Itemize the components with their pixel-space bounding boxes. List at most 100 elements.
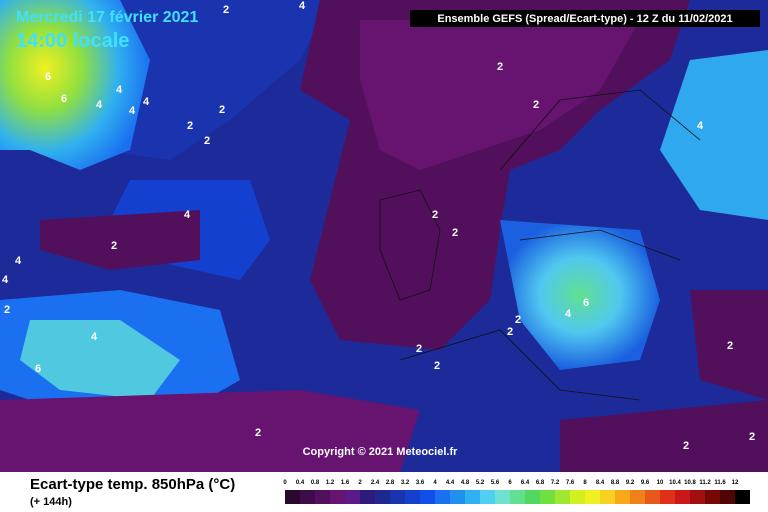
scale-swatch	[330, 490, 345, 504]
scale-swatch	[450, 490, 465, 504]
scale-swatch	[645, 490, 660, 504]
contour-label: 2	[727, 340, 733, 352]
contour-label: 2	[432, 209, 438, 221]
contour-label: 2	[219, 104, 225, 116]
footer-lead: (+ 144h)	[30, 496, 72, 508]
scale-label: 0.8	[311, 480, 320, 486]
contour-label: 6	[35, 363, 41, 375]
scale-label: 12	[732, 480, 739, 486]
scale-swatch	[720, 490, 735, 504]
scale-swatch	[525, 490, 540, 504]
contour-label: 2	[255, 427, 261, 439]
contour-label: 2	[4, 304, 10, 316]
scale-label: 0	[283, 480, 287, 486]
scale-swatch	[705, 490, 720, 504]
scale-swatch	[375, 490, 390, 504]
scale-swatch	[405, 490, 420, 504]
model: Ensemble GEFS (Spread/Ecart-type) - 12 Z…	[437, 13, 732, 25]
contour-label: 2	[507, 326, 513, 338]
contour-label: 4	[2, 274, 9, 286]
scale-label: 1.6	[341, 480, 350, 486]
scale-label: 3.2	[401, 480, 410, 486]
scale-swatch	[660, 490, 675, 504]
contour-label: 2	[497, 61, 503, 73]
date: Mercredi 17 février 2021	[16, 9, 198, 26]
map-field	[0, 0, 768, 472]
contour-label: 4	[15, 255, 22, 267]
scale-swatch	[690, 490, 705, 504]
scale-swatch	[480, 490, 495, 504]
scale-label: 8.8	[611, 480, 620, 486]
contour-label: 2	[533, 99, 539, 111]
contour-label: 4	[96, 99, 103, 111]
scale-swatch	[615, 490, 630, 504]
contour-label: 2	[515, 314, 521, 326]
scale-label: 2	[358, 480, 362, 486]
contour-label: 4	[565, 308, 572, 320]
scale-swatch	[585, 490, 600, 504]
contour-label: 4	[129, 105, 136, 117]
time: 14:00 locale	[16, 30, 129, 52]
contour-label: 4	[91, 331, 98, 343]
scale-swatch	[420, 490, 435, 504]
scale-swatch	[495, 490, 510, 504]
scale-swatch	[435, 490, 450, 504]
scale-swatch	[345, 490, 360, 504]
contour-label: 4	[184, 209, 191, 221]
contour-label: 6	[45, 71, 51, 83]
scale-swatch	[285, 490, 300, 504]
scale-label: 11.6	[714, 480, 726, 486]
scale-swatch	[630, 490, 645, 504]
scale-label: 4	[433, 480, 437, 486]
contour-label: 2	[187, 120, 193, 132]
contour-label: 2	[111, 240, 117, 252]
contour-label: 4	[116, 84, 123, 96]
scale-label: 10.4	[669, 480, 681, 486]
scale-label: 9.2	[626, 480, 635, 486]
scale-swatch	[600, 490, 615, 504]
contour-label: 2	[683, 440, 689, 452]
scale-swatch	[300, 490, 315, 504]
scale-label: 11.2	[699, 480, 711, 486]
contour-label: 6	[583, 297, 589, 309]
scale-label: 3.6	[416, 480, 425, 486]
contour-label: 2	[452, 227, 458, 239]
scale-swatch	[570, 490, 585, 504]
contour-label: 2	[416, 343, 422, 355]
contour-label: 2	[223, 4, 229, 16]
scale-swatch	[735, 490, 750, 504]
scale-label: 2.8	[386, 480, 395, 486]
copyright: Copyright © 2021 Meteociel.fr	[303, 446, 459, 458]
scale-label: 2.4	[371, 480, 380, 486]
contour-label: 2	[204, 135, 210, 147]
scale-swatch	[315, 490, 330, 504]
scale-swatch	[360, 490, 375, 504]
scale-label: 6.8	[536, 480, 545, 486]
scale-label: 0.4	[296, 480, 305, 486]
contour-label: 4	[299, 0, 306, 12]
scale-label: 6.4	[521, 480, 530, 486]
scale-label: 1.2	[326, 480, 335, 486]
color-scale: 0 0.4 0.8 1.2 1.6 2 2.4 2.8 3.2 3.6 4 4.4 4.8 5.2 5.6 6…	[283, 480, 750, 504]
scale-swatch	[510, 490, 525, 504]
contour-label: 2	[434, 360, 440, 372]
contour-label: 6	[61, 93, 67, 105]
scale-label: 7.6	[566, 480, 575, 486]
footer-title: Ecart-type temp. 850hPa (°C)	[30, 476, 235, 493]
scale-swatch	[390, 490, 405, 504]
scale-label: 4.4	[446, 480, 455, 486]
contour-label: 4	[697, 120, 704, 132]
scale-label: 5.2	[476, 480, 485, 486]
scale-label: 6	[508, 480, 512, 486]
contour-label: 4	[143, 96, 150, 108]
scale-label: 5.6	[491, 480, 500, 486]
scale-swatch	[675, 490, 690, 504]
scale-label: 10	[657, 480, 664, 486]
scale-swatch	[540, 490, 555, 504]
scale-label: 10.8	[684, 480, 696, 486]
scale-label: 7.2	[551, 480, 560, 486]
scale-label: 4.8	[461, 480, 470, 486]
